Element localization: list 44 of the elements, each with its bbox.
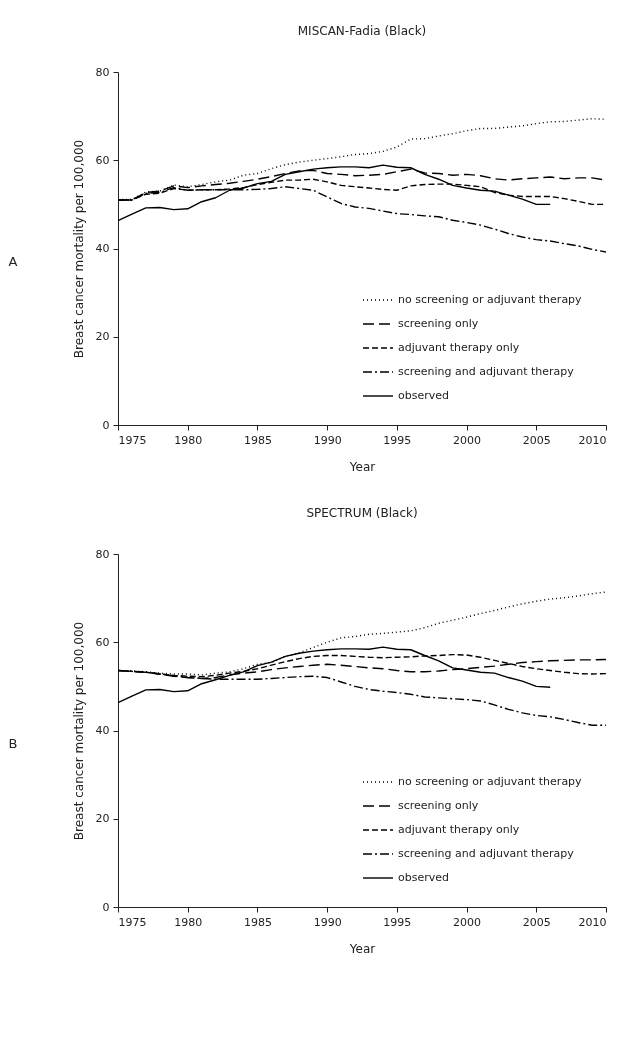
legend-label: screening and adjuvant therapy bbox=[398, 365, 575, 378]
y-tick-label: 0 bbox=[102, 418, 110, 432]
x-tick-label: 2010 bbox=[578, 915, 607, 929]
y-tick-label: 20 bbox=[95, 330, 110, 344]
x-tick-label: 1980 bbox=[174, 433, 203, 447]
y-tick-label: 60 bbox=[95, 153, 110, 167]
x-tick-label: 1990 bbox=[313, 915, 342, 929]
x-axis-title: Year bbox=[348, 459, 376, 474]
legend-label: screening only bbox=[398, 317, 479, 330]
x-tick-label: 2000 bbox=[453, 433, 482, 447]
y-tick-label: 40 bbox=[95, 242, 110, 255]
y-tick-label: 80 bbox=[95, 65, 110, 79]
legend-label: adjuvant therapy only bbox=[398, 341, 520, 354]
legend-label: no screening or adjuvant therapy bbox=[398, 775, 583, 788]
x-tick-label: 1975 bbox=[118, 433, 147, 447]
legend-label: screening only bbox=[398, 799, 479, 812]
legend-label: screening and adjuvant therapy bbox=[398, 847, 575, 860]
x-tick-label: 2000 bbox=[453, 915, 482, 929]
legend-label: no screening or adjuvant therapy bbox=[398, 293, 583, 306]
x-tick-label: 2005 bbox=[522, 915, 551, 929]
legend-label: adjuvant therapy only bbox=[398, 823, 520, 836]
x-tick-label: 1995 bbox=[383, 433, 412, 447]
x-tick-label: 2010 bbox=[578, 433, 607, 447]
legend-label: observed bbox=[398, 389, 449, 402]
x-tick-label: 1985 bbox=[243, 915, 272, 929]
y-tick-label: 80 bbox=[95, 547, 110, 561]
x-tick-label: 1975 bbox=[118, 915, 147, 929]
x-tick-label: 1980 bbox=[174, 915, 203, 929]
text: B bbox=[8, 736, 18, 751]
x-tick-label: 1995 bbox=[383, 915, 412, 929]
text: A bbox=[8, 254, 18, 269]
x-tick-label: 1990 bbox=[313, 433, 342, 447]
x-tick-label: 1985 bbox=[243, 433, 272, 447]
y-tick-label: 0 bbox=[102, 900, 110, 914]
x-axis-title: Year bbox=[348, 941, 376, 956]
x-tick-label: 2005 bbox=[522, 433, 551, 447]
y-tick-label: 20 bbox=[95, 812, 110, 826]
chart-title: SPECTRUM (Black) bbox=[306, 506, 418, 520]
chart-title: MISCAN-Fadia (Black) bbox=[297, 24, 427, 38]
legend-label: observed bbox=[398, 871, 449, 884]
y-tick-label: 40 bbox=[95, 724, 110, 737]
y-axis-title: Breast cancer mortality per 100,000 bbox=[71, 621, 86, 841]
y-tick-label: 60 bbox=[95, 635, 110, 649]
y-axis-title: Breast cancer mortality per 100,000 bbox=[71, 139, 86, 359]
